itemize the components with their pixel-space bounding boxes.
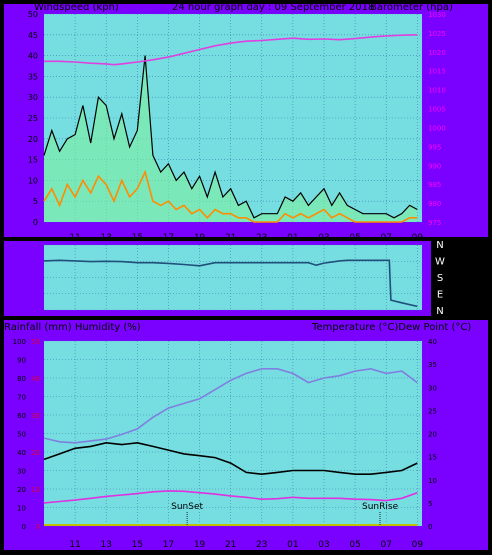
barometer-line (44, 34, 418, 66)
rain-tick-label: 40 (31, 375, 40, 383)
humidity-tick-label: 30 (17, 468, 26, 476)
temperature-tick-label: 35 (428, 361, 437, 369)
x-tick-label: 17 (163, 233, 174, 243)
x-tick-label: 07 (380, 233, 391, 243)
rain-tick-label: 30 (31, 412, 40, 420)
y-tick-label: 20 (28, 135, 38, 144)
x-tick-label: 13 (100, 233, 111, 243)
x-tick-label: 09 (412, 540, 424, 550)
rain-tick-label: 10 (31, 486, 40, 494)
x-tick-label: 21 (225, 540, 236, 550)
wind-gust-line (43, 55, 418, 219)
y-tick-label: 50 (28, 10, 38, 19)
rain-tick-label: 0 (36, 523, 40, 531)
y-tick-label: 30 (28, 93, 38, 102)
y2-tick-label: 1005 (428, 106, 446, 114)
x-tick-label: 15 (132, 540, 143, 550)
humidity-tick-label: 90 (17, 357, 26, 365)
x-tick-label: 03 (318, 540, 329, 550)
humidity-line (43, 441, 418, 476)
y-tick-label: 35 (28, 72, 38, 81)
temperature-tick-label: 25 (428, 407, 437, 415)
humidity-tick-label: 40 (17, 449, 26, 457)
x-tick-label: 23 (256, 540, 267, 550)
x-tick-label: 07 (380, 540, 391, 550)
rain-tick-label: 50 (31, 338, 40, 346)
x-tick-label: 09 (412, 233, 424, 243)
header-left: Windspeed (kph) (34, 2, 119, 13)
x-tick-label: 23 (256, 233, 267, 243)
y2-tick-label: 990 (428, 162, 441, 170)
y-tick-label: 5 (33, 197, 38, 206)
x-tick-label: 01 (287, 233, 298, 243)
y2-tick-label: 995 (428, 143, 441, 151)
temperature-tick-label: 30 (428, 384, 437, 392)
temperature-tick-label: 20 (428, 431, 437, 439)
temperature-tick-label: 0 (428, 523, 432, 531)
y2-tick-label: 1020 (428, 49, 446, 57)
y2-tick-label: 1015 (428, 68, 446, 76)
tick-labels: 1111131315151717191921212323010103030505… (13, 10, 446, 550)
direction-compass-label: N (436, 240, 443, 251)
header-center: 24 hour graph day : 09 September 2018 (172, 2, 374, 13)
header-right: Barometer (hpa) (370, 2, 453, 13)
temperature-tick-label: 40 (428, 338, 437, 346)
temperature-tick-label: 15 (428, 454, 437, 462)
humidity-tick-label: 10 (17, 505, 26, 513)
x-tick-label: 15 (132, 233, 143, 243)
y2-tick-label: 980 (428, 200, 441, 208)
temperature-line (43, 367, 418, 444)
wind-gust-fill (44, 55, 418, 222)
y2-tick-label: 1010 (428, 87, 446, 95)
x-tick-label: 19 (194, 233, 206, 243)
y2-tick-label: 985 (428, 181, 441, 189)
x-tick-label: 11 (69, 540, 80, 550)
rain-tick-label: 20 (31, 449, 40, 457)
dew-point-line (43, 490, 418, 504)
humidity-tick-label: 60 (17, 412, 26, 420)
chart-marks (43, 34, 418, 526)
direction-compass-label: N (436, 306, 443, 317)
direction-compass-label: W (435, 257, 445, 268)
wind-average-line (43, 169, 418, 223)
x-tick-label: 05 (349, 540, 360, 550)
humidity-tick-label: 80 (17, 375, 26, 383)
y-tick-label: 0 (33, 218, 38, 227)
y2-tick-label: 1000 (428, 124, 446, 132)
bottom-header-right: Temperature (°C)Dew Point (°C) (311, 322, 471, 333)
humidity-tick-label: 20 (17, 486, 26, 494)
direction-compass-label: S (437, 273, 443, 284)
temperature-tick-label: 10 (428, 477, 437, 485)
y2-tick-label: 1030 (428, 11, 446, 19)
x-tick-label: 17 (163, 540, 174, 550)
y-tick-label: 15 (28, 156, 38, 165)
humidity-tick-label: 50 (17, 431, 26, 439)
x-tick-label: 21 (225, 233, 236, 243)
direction-compass-label: E (437, 290, 443, 301)
x-tick-label: 03 (318, 233, 329, 243)
temperature-tick-label: 5 (428, 500, 432, 508)
x-tick-label: 11 (69, 233, 80, 243)
x-tick-label: 13 (100, 540, 111, 550)
x-tick-label: 01 (287, 540, 298, 550)
y2-tick-label: 975 (428, 219, 441, 227)
wind-direction-line (43, 259, 418, 308)
y2-tick-label: 1025 (428, 30, 446, 38)
x-tick-label: 05 (349, 233, 360, 243)
y-tick-label: 40 (28, 52, 38, 61)
y-tick-label: 10 (28, 176, 38, 185)
bottom-header-left: Rainfall (mm) Humidity (%) (4, 322, 141, 333)
humidity-tick-label: 100 (13, 338, 26, 346)
humidity-tick-label: 0 (22, 523, 26, 531)
y-tick-label: 45 (28, 31, 38, 40)
y-tick-label: 25 (28, 114, 38, 123)
humidity-tick-label: 70 (17, 394, 26, 402)
sunrise-label: SunRise (362, 502, 399, 512)
sunset-label: SunSet (171, 502, 203, 512)
x-tick-label: 19 (194, 540, 206, 550)
